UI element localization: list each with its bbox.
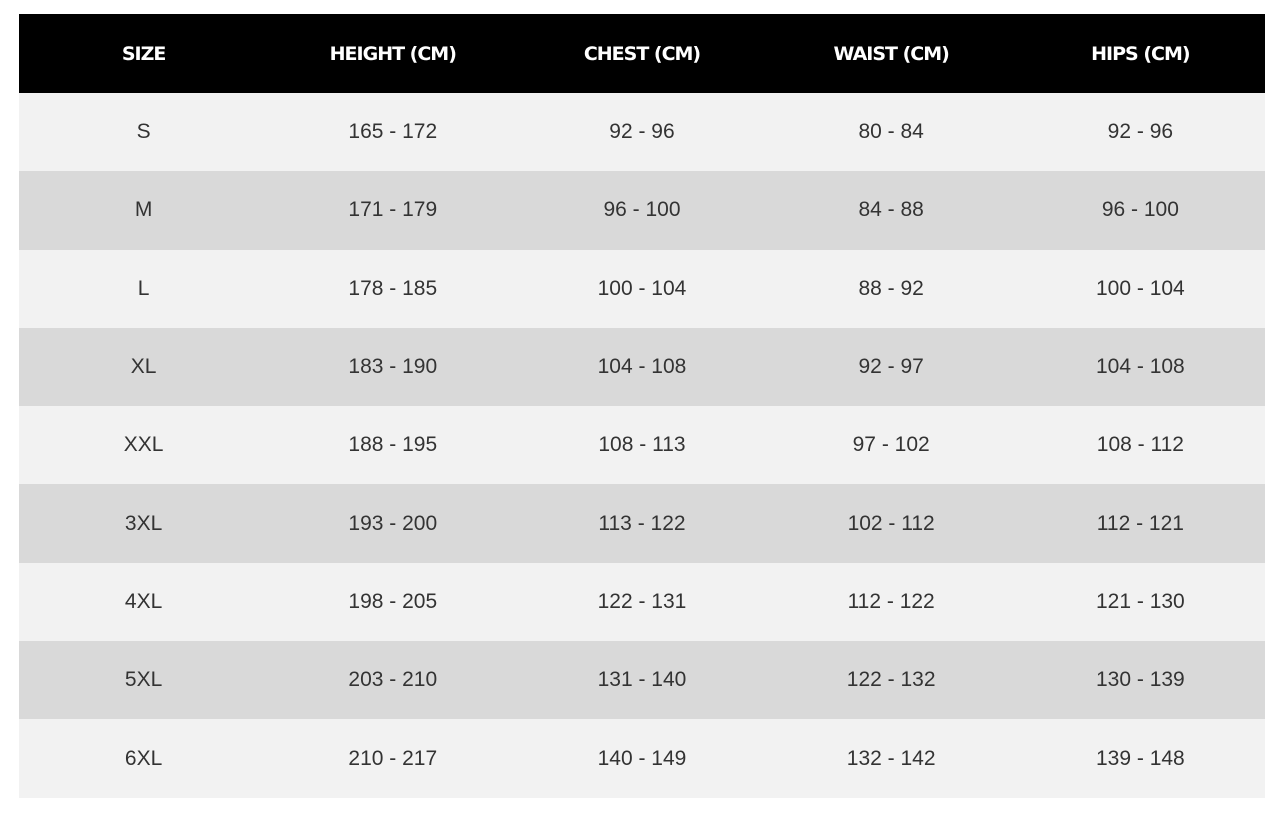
cell-height: 203 - 210 xyxy=(268,641,518,720)
cell-waist: 92 - 97 xyxy=(766,327,1016,407)
cell-chest: 104 - 108 xyxy=(517,327,767,407)
cell-size: M xyxy=(19,171,269,250)
cell-waist: 84 - 88 xyxy=(766,171,1016,250)
cell-waist: 112 - 122 xyxy=(766,562,1016,642)
table-row: L 178 - 185 100 - 104 88 - 92 100 - 104 xyxy=(19,249,1265,328)
size-chart-table: SIZE HEIGHT (CM) CHEST (CM) WAIST (CM) H… xyxy=(19,14,1265,798)
cell-waist: 132 - 142 xyxy=(766,719,1016,798)
cell-chest: 96 - 100 xyxy=(517,171,767,250)
cell-size: 4XL xyxy=(19,562,269,642)
cell-height: 198 - 205 xyxy=(268,562,518,642)
cell-height: 165 - 172 xyxy=(268,93,518,172)
table-row: S 165 - 172 92 - 96 80 - 84 92 - 96 xyxy=(19,93,1265,172)
cell-hips: 100 - 104 xyxy=(1015,249,1265,328)
cell-waist: 97 - 102 xyxy=(766,406,1016,485)
cell-chest: 108 - 113 xyxy=(517,406,767,485)
cell-height: 171 - 179 xyxy=(268,171,518,250)
table-row: 5XL 203 - 210 131 - 140 122 - 132 130 - 139 xyxy=(19,641,1265,720)
cell-height: 193 - 200 xyxy=(268,484,518,563)
cell-hips: 130 - 139 xyxy=(1015,641,1265,720)
header-row: SIZE HEIGHT (CM) CHEST (CM) WAIST (CM) H… xyxy=(19,14,1265,93)
table-row: M 171 - 179 96 - 100 84 - 88 96 - 100 xyxy=(19,171,1265,250)
header-waist: WAIST (CM) xyxy=(766,14,1016,93)
cell-size: XXL xyxy=(19,406,269,485)
cell-hips: 104 - 108 xyxy=(1015,327,1265,407)
table-row: 4XL 198 - 205 122 - 131 112 - 122 121 - 130 xyxy=(19,562,1265,642)
cell-size: XL xyxy=(19,327,269,407)
cell-size: 5XL xyxy=(19,641,269,720)
table-row: XL 183 - 190 104 - 108 92 - 97 104 - 108 xyxy=(19,327,1265,407)
header-height: HEIGHT (CM) xyxy=(268,14,518,93)
cell-hips: 139 - 148 xyxy=(1015,719,1265,798)
cell-size: 3XL xyxy=(19,484,269,563)
cell-chest: 122 - 131 xyxy=(517,562,767,642)
header-chest: CHEST (CM) xyxy=(517,14,767,93)
cell-waist: 80 - 84 xyxy=(766,93,1016,172)
cell-hips: 121 - 130 xyxy=(1015,562,1265,642)
cell-chest: 100 - 104 xyxy=(517,249,767,328)
cell-hips: 92 - 96 xyxy=(1015,93,1265,172)
header-size: SIZE xyxy=(19,14,269,93)
cell-height: 188 - 195 xyxy=(268,406,518,485)
cell-waist: 88 - 92 xyxy=(766,249,1016,328)
cell-size: 6XL xyxy=(19,719,269,798)
cell-height: 183 - 190 xyxy=(268,327,518,407)
cell-waist: 122 - 132 xyxy=(766,641,1016,720)
cell-chest: 131 - 140 xyxy=(517,641,767,720)
table-row: 3XL 193 - 200 113 - 122 102 - 112 112 - 121 xyxy=(19,484,1265,563)
cell-height: 178 - 185 xyxy=(268,249,518,328)
cell-height: 210 - 217 xyxy=(268,719,518,798)
cell-hips: 96 - 100 xyxy=(1015,171,1265,250)
cell-hips: 108 - 112 xyxy=(1015,406,1265,485)
table-row: XXL 188 - 195 108 - 113 97 - 102 108 - 112 xyxy=(19,406,1265,485)
table-row: 6XL 210 - 217 140 - 149 132 - 142 139 - 148 xyxy=(19,719,1265,798)
cell-size: S xyxy=(19,93,269,172)
cell-chest: 140 - 149 xyxy=(517,719,767,798)
cell-chest: 92 - 96 xyxy=(517,93,767,172)
cell-size: L xyxy=(19,249,269,328)
header-hips: HIPS (CM) xyxy=(1015,14,1265,93)
cell-hips: 112 - 121 xyxy=(1015,484,1265,563)
cell-chest: 113 - 122 xyxy=(517,484,767,563)
cell-waist: 102 - 112 xyxy=(766,484,1016,563)
